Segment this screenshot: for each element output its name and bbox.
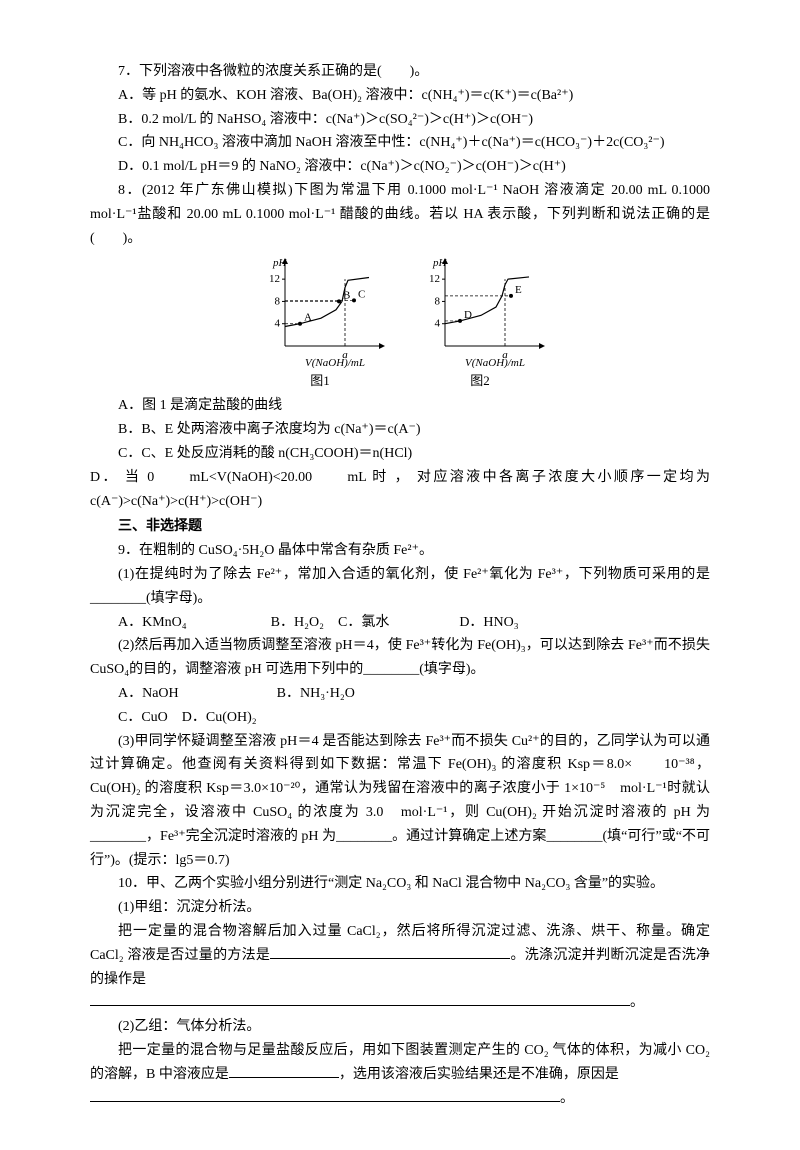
q9-p3: (3)甲同学怀疑调整至溶液 pH＝4 是否能达到除去 Fe³⁺而不损失 Cu²⁺…	[90, 730, 710, 873]
svg-text:pH: pH	[432, 258, 448, 269]
q9-p2-opts-b: C．CuO D．Cu(OH)₂	[90, 706, 710, 730]
svg-text:12: 12	[429, 274, 440, 286]
svg-text:C: C	[358, 289, 365, 301]
chart1-caption: 图1	[255, 370, 385, 392]
section-3-title: 三、非选择题	[90, 515, 710, 539]
q9-p2: (2)然后再加入适当物质调整至溶液 pH＝4，使 Fe³⁺转化为 Fe(OH)₃…	[90, 634, 710, 682]
q9-stem: 9．在粗制的 CuSO₄·5H₂O 晶体中常含有杂质 Fe²⁺。	[90, 539, 710, 563]
q7-opt-a: A．等 pH 的氨水、KOH 溶液、Ba(OH)₂ 溶液中：c(NH₄⁺)＝c(…	[90, 84, 710, 108]
q10-stem: 10．甲、乙两个实验小组分别进行“测定 Na₂CO₃ 和 NaCl 混合物中 N…	[90, 872, 710, 896]
q8-opt-a: A．图 1 是滴定盐酸的曲线	[90, 394, 710, 418]
q10-p2a: (2)乙组：气体分析法。	[90, 1015, 710, 1039]
svg-text:4: 4	[435, 318, 441, 330]
blank-3	[229, 1063, 339, 1078]
q8-chart-1: 4812pHaV(NaOH)/mLABC 图1	[255, 258, 385, 392]
svg-text:pH: pH	[272, 258, 288, 269]
svg-text:8: 8	[435, 296, 441, 308]
q8-charts: 4812pHaV(NaOH)/mLABC 图1 4812pHaV(NaOH)/m…	[90, 258, 710, 392]
q10-blank-line-2: 。	[90, 1087, 710, 1111]
svg-text:V(NaOH)/mL: V(NaOH)/mL	[465, 357, 525, 368]
q9-p1-opts: A．KMnO₄ B．H₂O₂ C．氯水 D．HNO₃	[90, 611, 710, 635]
q7-stem: 7．下列溶液中各微粒的浓度关系正确的是( )。	[90, 60, 710, 84]
q8-stem: 8．(2012 年广东佛山模拟)下图为常温下用 0.1000 mol·L⁻¹ N…	[90, 179, 710, 250]
q8-opt-d: D． 当 0 mL<V(NaOH)<20.00 mL 时 ， 对应溶液中各离子浓…	[90, 466, 710, 514]
q10-p1b: 把一定量的混合物溶解后加入过量 CaCl₂，然后将所得沉淀过滤、洗涤、烘干、称量…	[90, 920, 710, 991]
chart2-svg: 4812pHaV(NaOH)/mLDE	[415, 258, 545, 368]
q8-opt-c: C．C、E 处反应消耗的酸 n(CH₃COOH)＝n(HCl)	[90, 442, 710, 466]
q8-opt-b: B．B、E 处两溶液中离子浓度均为 c(Na⁺)＝c(A⁻)	[90, 418, 710, 442]
blank-1	[270, 944, 510, 959]
q10-blank-line-1: 。	[90, 991, 710, 1015]
q8-chart-2: 4812pHaV(NaOH)/mLDE 图2	[415, 258, 545, 392]
q7-opt-c: C．向 NH₄HCO₃ 溶液中滴加 NaOH 溶液至中性：c(NH₄⁺)＋c(N…	[90, 131, 710, 155]
svg-text:B: B	[343, 290, 350, 302]
svg-text:E: E	[515, 284, 522, 296]
q10-p1a: (1)甲组：沉淀分析法。	[90, 896, 710, 920]
blank-4	[90, 1087, 560, 1102]
svg-text:D: D	[464, 309, 472, 321]
blank-2	[90, 991, 630, 1006]
q9-p1: (1)在提纯时为了除去 Fe²⁺，常加入合适的氧化剂，使 Fe²⁺氧化为 Fe³…	[90, 563, 710, 611]
q10-p2b: 把一定量的混合物与足量盐酸反应后，用如下图装置测定产生的 CO₂ 气体的体积，为…	[90, 1039, 710, 1087]
svg-text:8: 8	[275, 296, 281, 308]
svg-text:V(NaOH)/mL: V(NaOH)/mL	[305, 357, 365, 368]
svg-text:12: 12	[269, 274, 280, 286]
q9-p2-opts-a: A．NaOH B．NH₃·H₂O	[90, 682, 710, 706]
svg-text:4: 4	[275, 318, 281, 330]
q7-opt-d: D．0.1 mol/L pH＝9 的 NaNO₂ 溶液中：c(Na⁺)＞c(NO…	[90, 155, 710, 179]
chart1-svg: 4812pHaV(NaOH)/mLABC	[255, 258, 385, 368]
chart2-caption: 图2	[415, 370, 545, 392]
svg-text:A: A	[304, 312, 312, 324]
q7-opt-b: B．0.2 mol/L 的 NaHSO₄ 溶液中：c(Na⁺)＞c(SO₄²⁻)…	[90, 108, 710, 132]
